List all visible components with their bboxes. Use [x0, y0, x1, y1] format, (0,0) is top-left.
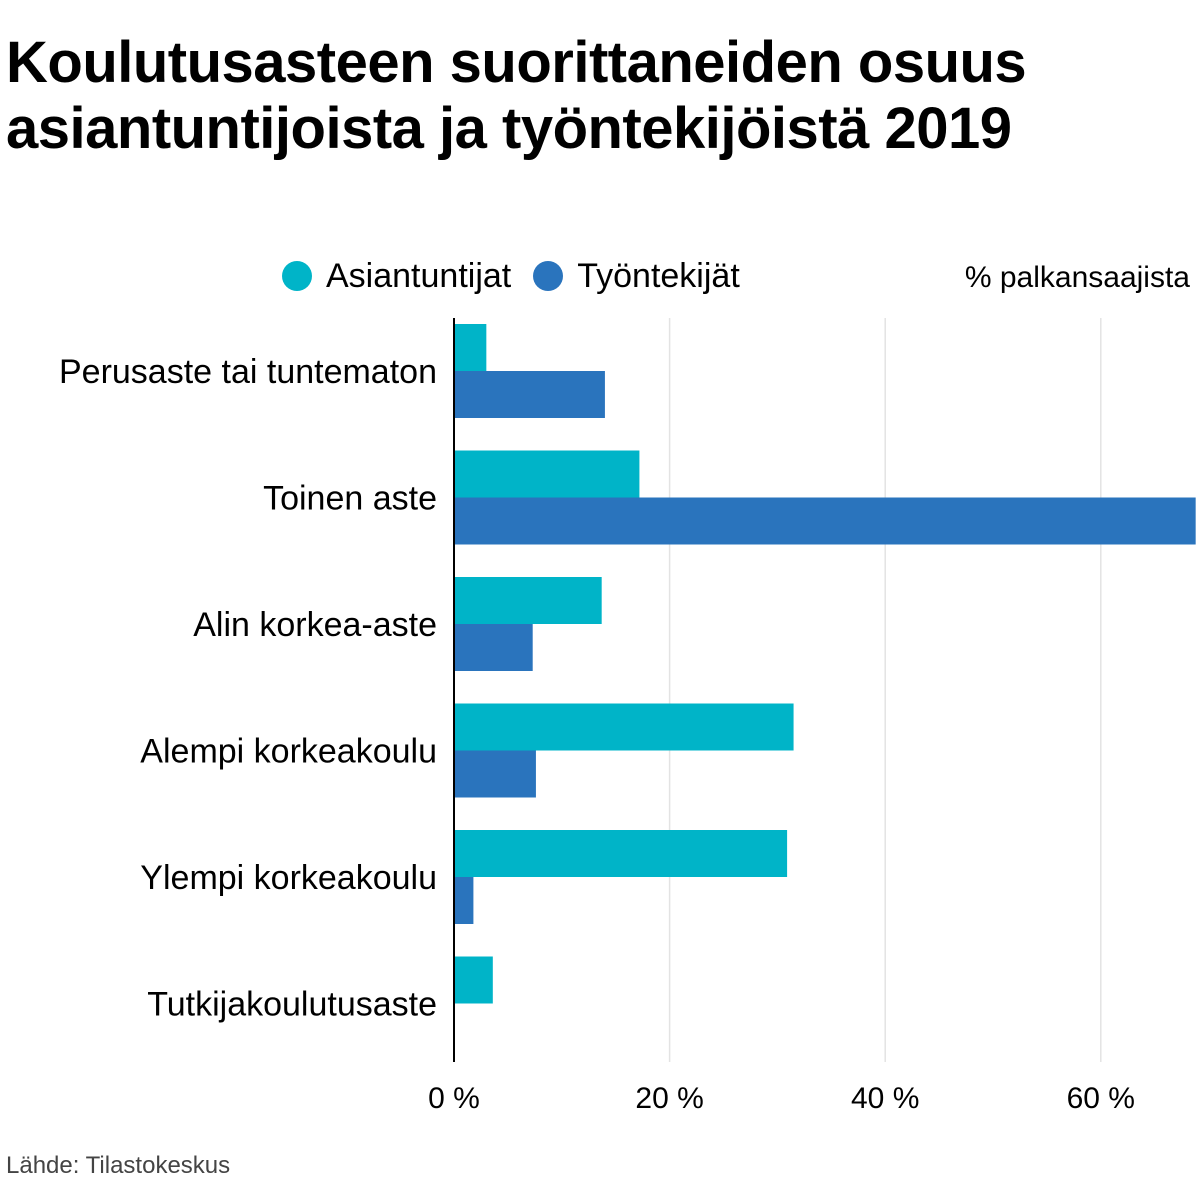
- chart-title: Koulutusasteen suorittaneiden osuus asia…: [6, 30, 1027, 161]
- legend-dot-asiantuntijat: [282, 261, 312, 291]
- bar-tyontekijat-2: [454, 624, 533, 671]
- bar-asiantuntijat-0: [454, 324, 487, 371]
- category-label: Toinen aste: [263, 480, 437, 518]
- bar-tyontekijat-0: [454, 371, 605, 418]
- legend-item-asiantuntijat: Asiantuntijat: [282, 257, 511, 296]
- category-label: Tutkijakoulutusaste: [147, 986, 437, 1024]
- bar-chart: Perusaste tai tuntematon Toinen aste Alin …: [59, 318, 1196, 1115]
- category-label: Alin korkea-aste: [193, 606, 437, 644]
- x-tick-label: 40 %: [851, 1082, 919, 1115]
- legend-label-asiantuntijat: Asiantuntijat: [326, 256, 512, 295]
- unit-label: % palkansaajista: [964, 261, 1190, 294]
- bar-asiantuntijat-5: [454, 956, 493, 1004]
- bar-tyontekijat-1: [454, 497, 1196, 545]
- category-label: Ylempi korkeakoulu: [140, 859, 437, 897]
- x-tick-label: 60 %: [1067, 1082, 1135, 1115]
- legend-item-tyontekijat: Työntekijät: [533, 257, 740, 296]
- legend-dot-tyontekijat: [533, 261, 564, 291]
- legend: Asiantuntijat Työntekijät: [282, 254, 762, 298]
- bar-tyontekijat-4: [454, 877, 474, 924]
- bar-asiantuntijat-4: [454, 830, 788, 877]
- x-tick-label: 0 %: [428, 1082, 480, 1115]
- category-label: Alempi korkeakoulu: [140, 733, 437, 771]
- bar-asiantuntijat-3: [454, 703, 794, 751]
- source-note: Lähde: Tilastokeskus: [6, 1152, 231, 1179]
- bar-asiantuntijat-1: [454, 450, 640, 498]
- bar-tyontekijat-3: [454, 750, 536, 798]
- bar-asiantuntijat-2: [454, 577, 602, 624]
- category-label: Perusaste tai tuntematon: [59, 353, 437, 391]
- x-tick-label: 20 %: [635, 1082, 703, 1115]
- legend-label-tyontekijat: Työntekijät: [577, 256, 740, 295]
